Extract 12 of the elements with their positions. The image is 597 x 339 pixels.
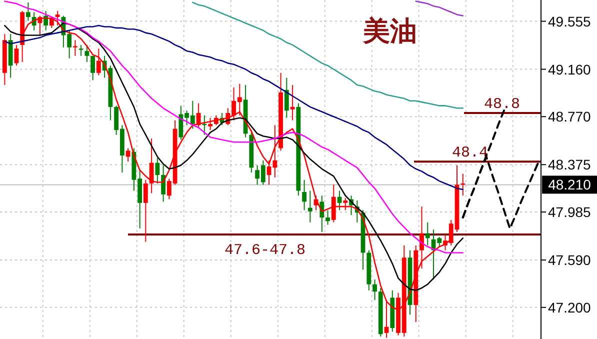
text: 美油: [362, 16, 417, 47]
ref-line-label: 48.8: [484, 96, 520, 113]
y-tick-label: 47.590: [548, 252, 592, 268]
y-tick-label: 47.985: [548, 204, 592, 220]
y-tick-label: 49.555: [548, 13, 592, 30]
y-tick-label: 48.770: [548, 108, 592, 125]
y-tick-label: 48.375: [548, 156, 592, 173]
ref-line-label: 48.210: [548, 176, 592, 193]
y-tick-label: 47.200: [548, 299, 592, 316]
y-tick-label: 49.160: [548, 61, 592, 78]
ref-line-label: 48.4: [452, 144, 488, 162]
annotation: 47.6-47.8: [224, 242, 306, 259]
